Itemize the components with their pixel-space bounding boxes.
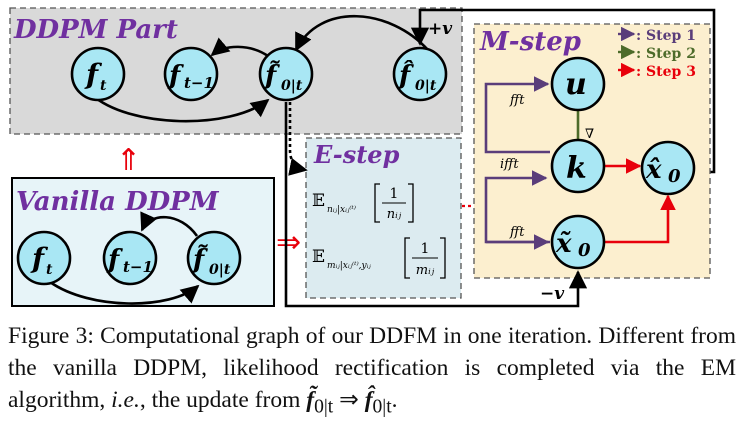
node-k: k [550, 138, 606, 194]
svg-text:0|t: 0|t [209, 262, 231, 278]
edge-f0t-tilde-to-e-step [288, 102, 308, 176]
e-step-title: E-step [313, 140, 400, 169]
ifft-label-k: ifft [500, 157, 519, 172]
vanilla-ddpm-title: Vanilla DDPM [16, 187, 220, 217]
fft-label-u: fft [509, 93, 525, 108]
svg-text:0: 0 [668, 166, 681, 187]
implication-up-arrow: ⇑ [116, 143, 141, 178]
svg-text:: Step 1: : Step 1 [636, 28, 696, 44]
svg-text:f: f [167, 61, 184, 91]
node-f0t-hat: f̂ 0|t [392, 46, 448, 102]
svg-text:u: u [565, 67, 587, 102]
edge-k-to-u-fft [484, 76, 550, 154]
svg-text:mᵢⱼ|xᵢⱼ⁽ᵗ⁾,yᵢⱼ: mᵢⱼ|xᵢⱼ⁽ᵗ⁾,yᵢⱼ [327, 260, 371, 271]
fft-label-x0: fft [509, 225, 525, 240]
edge-f0t-hat-to-x0-tilde [284, 102, 588, 308]
svg-text:nᵢⱼ: nᵢⱼ [387, 207, 402, 222]
svg-text:: Step 2: : Step 2 [636, 46, 696, 62]
nabla-label: ∇ [585, 127, 594, 142]
implication-right-arrow: ⇒ [276, 225, 301, 260]
svg-text:nᵢⱼ|xᵢⱼ⁽ᵗ⁾: nᵢⱼ|xᵢⱼ⁽ᵗ⁾ [327, 204, 356, 215]
node-x0-hat: x̂ 0 [640, 140, 696, 196]
svg-text:0|t: 0|t [415, 78, 437, 94]
svg-text:𝔼: 𝔼 [312, 191, 325, 211]
svg-text:t−1: t−1 [184, 74, 214, 92]
minus-v-label: −v [540, 284, 565, 304]
legend-item-step1: : Step 1 [618, 26, 696, 44]
vanilla-node-ft: f t [16, 230, 72, 286]
node-x0-tilde: x̃ 0 [550, 214, 606, 270]
e-step-expr-1: 𝔼 nᵢⱼ|xᵢⱼ⁽ᵗ⁾ 1 nᵢⱼ [312, 183, 414, 223]
svg-text:x̂: x̂ [645, 155, 662, 185]
vanilla-node-f0t-tilde: f̃ 0|t [186, 230, 242, 286]
svg-text:0|t: 0|t [281, 78, 303, 94]
figure-caption: Figure 3: Computational graph of our DDF… [8, 323, 736, 418]
svg-text:0: 0 [578, 240, 591, 261]
m-step-title: M-step [479, 27, 581, 57]
vanilla-node-ft-minus-1: f t−1 [102, 230, 158, 286]
legend: : Step 1 : Step 2 : Step 3 [618, 26, 696, 80]
svg-text:t−1: t−1 [123, 258, 153, 276]
svg-text:f̂: f̂ [397, 60, 414, 91]
plus-v-label: +v [428, 19, 453, 39]
vanilla-edge-f0t-to-ft1 [140, 211, 199, 237]
svg-text:𝔼: 𝔼 [312, 247, 325, 267]
legend-item-step3: : Step 3 [618, 62, 696, 80]
node-ft-minus-1: f t−1 [163, 46, 219, 102]
ddpm-part-title: DDPM Part [13, 15, 178, 45]
svg-text:mᵢⱼ: mᵢⱼ [416, 263, 435, 278]
computational-graph-diagram: DDPM Part +v f t f t−1 f̃ 0|t f̂ 0|t Van… [9, 7, 716, 308]
node-f0t-tilde: f̃ 0|t [258, 46, 314, 102]
node-u: u [550, 56, 606, 112]
e-step-box [305, 137, 462, 299]
svg-text:x̃: x̃ [555, 229, 572, 259]
svg-text:t: t [46, 262, 53, 278]
svg-text:k: k [566, 151, 587, 186]
svg-text:1: 1 [390, 186, 399, 202]
e-step-expr-2: 𝔼 mᵢⱼ|xᵢⱼ⁽ᵗ⁾,yᵢⱼ 1 mᵢⱼ [312, 237, 446, 279]
svg-text:t: t [100, 78, 107, 94]
node-ft: f t [70, 46, 126, 102]
svg-text:f: f [106, 245, 123, 275]
vanilla-edge-ft-to-f0t [49, 280, 200, 305]
edge-x0-tilde-to-x0-hat [605, 194, 676, 244]
edge-ft-to-f0t-tilde [91, 94, 270, 123]
svg-text:: Step 3: : Step 3 [636, 64, 696, 80]
legend-item-step2: : Step 2 [618, 44, 696, 62]
edge-f0t-tilde-to-ft1 [210, 37, 269, 58]
svg-text:1: 1 [421, 241, 430, 257]
